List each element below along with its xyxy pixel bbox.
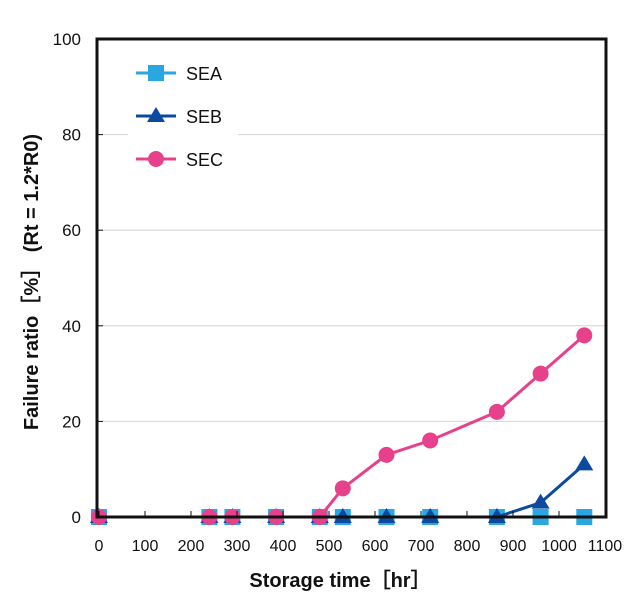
legend-label-sea: SEA — [186, 64, 222, 84]
x-tick-label: 1000 — [541, 538, 577, 555]
series-group — [90, 327, 594, 525]
legend-marker-sec — [148, 151, 164, 167]
plot-border — [95, 37, 608, 519]
data-point-sec — [334, 480, 351, 497]
x-tick-label: 400 — [270, 538, 297, 555]
legend-label-sec: SEC — [186, 150, 223, 170]
x-tick-label: 300 — [224, 538, 251, 555]
x-tick-label: 700 — [408, 538, 435, 555]
x-tick-label: 600 — [362, 538, 389, 555]
data-point-seb — [531, 493, 550, 509]
y-tick-label: 0 — [72, 508, 81, 527]
x-axis-label: Storage time［hr］ — [249, 568, 430, 592]
y-tick-label: 60 — [62, 221, 81, 240]
y-tick-label: 80 — [62, 126, 81, 145]
y-tick-label: 20 — [62, 412, 81, 431]
legend-label-seb: SEB — [186, 107, 222, 127]
x-tick-label: 100 — [132, 538, 159, 555]
y-axis-label: Failure ratio［%］ (Rt = 1.2*R0) — [19, 134, 43, 430]
x-tick-label: 900 — [500, 538, 527, 555]
legend: SEA SEB SEC — [136, 64, 223, 170]
y-axis-ticks: 0 20 40 60 80 100 — [53, 30, 103, 527]
legend-marker-sea — [148, 65, 164, 81]
x-tick-label: 800 — [454, 538, 481, 555]
x-tick-label: 200 — [178, 538, 205, 555]
data-point-sec — [576, 327, 593, 344]
data-point-sec — [422, 432, 439, 449]
data-point-sec — [488, 403, 505, 420]
legend-marker-seb — [147, 107, 165, 122]
plot-frame — [95, 37, 608, 519]
data-point-sec — [532, 365, 549, 382]
y-tick-label: 100 — [53, 30, 81, 49]
data-point-seb — [575, 455, 594, 471]
x-tick-label: 500 — [316, 538, 343, 555]
x-tick-label: 0 — [95, 538, 104, 555]
x-tick-label: 1100 — [588, 538, 623, 555]
y-tick-label: 40 — [62, 317, 81, 336]
data-point-sec — [378, 446, 395, 463]
x-axis-ticks: 0 100 200 300 400 500 600 700 800 900 1000 1100 — [95, 511, 623, 555]
